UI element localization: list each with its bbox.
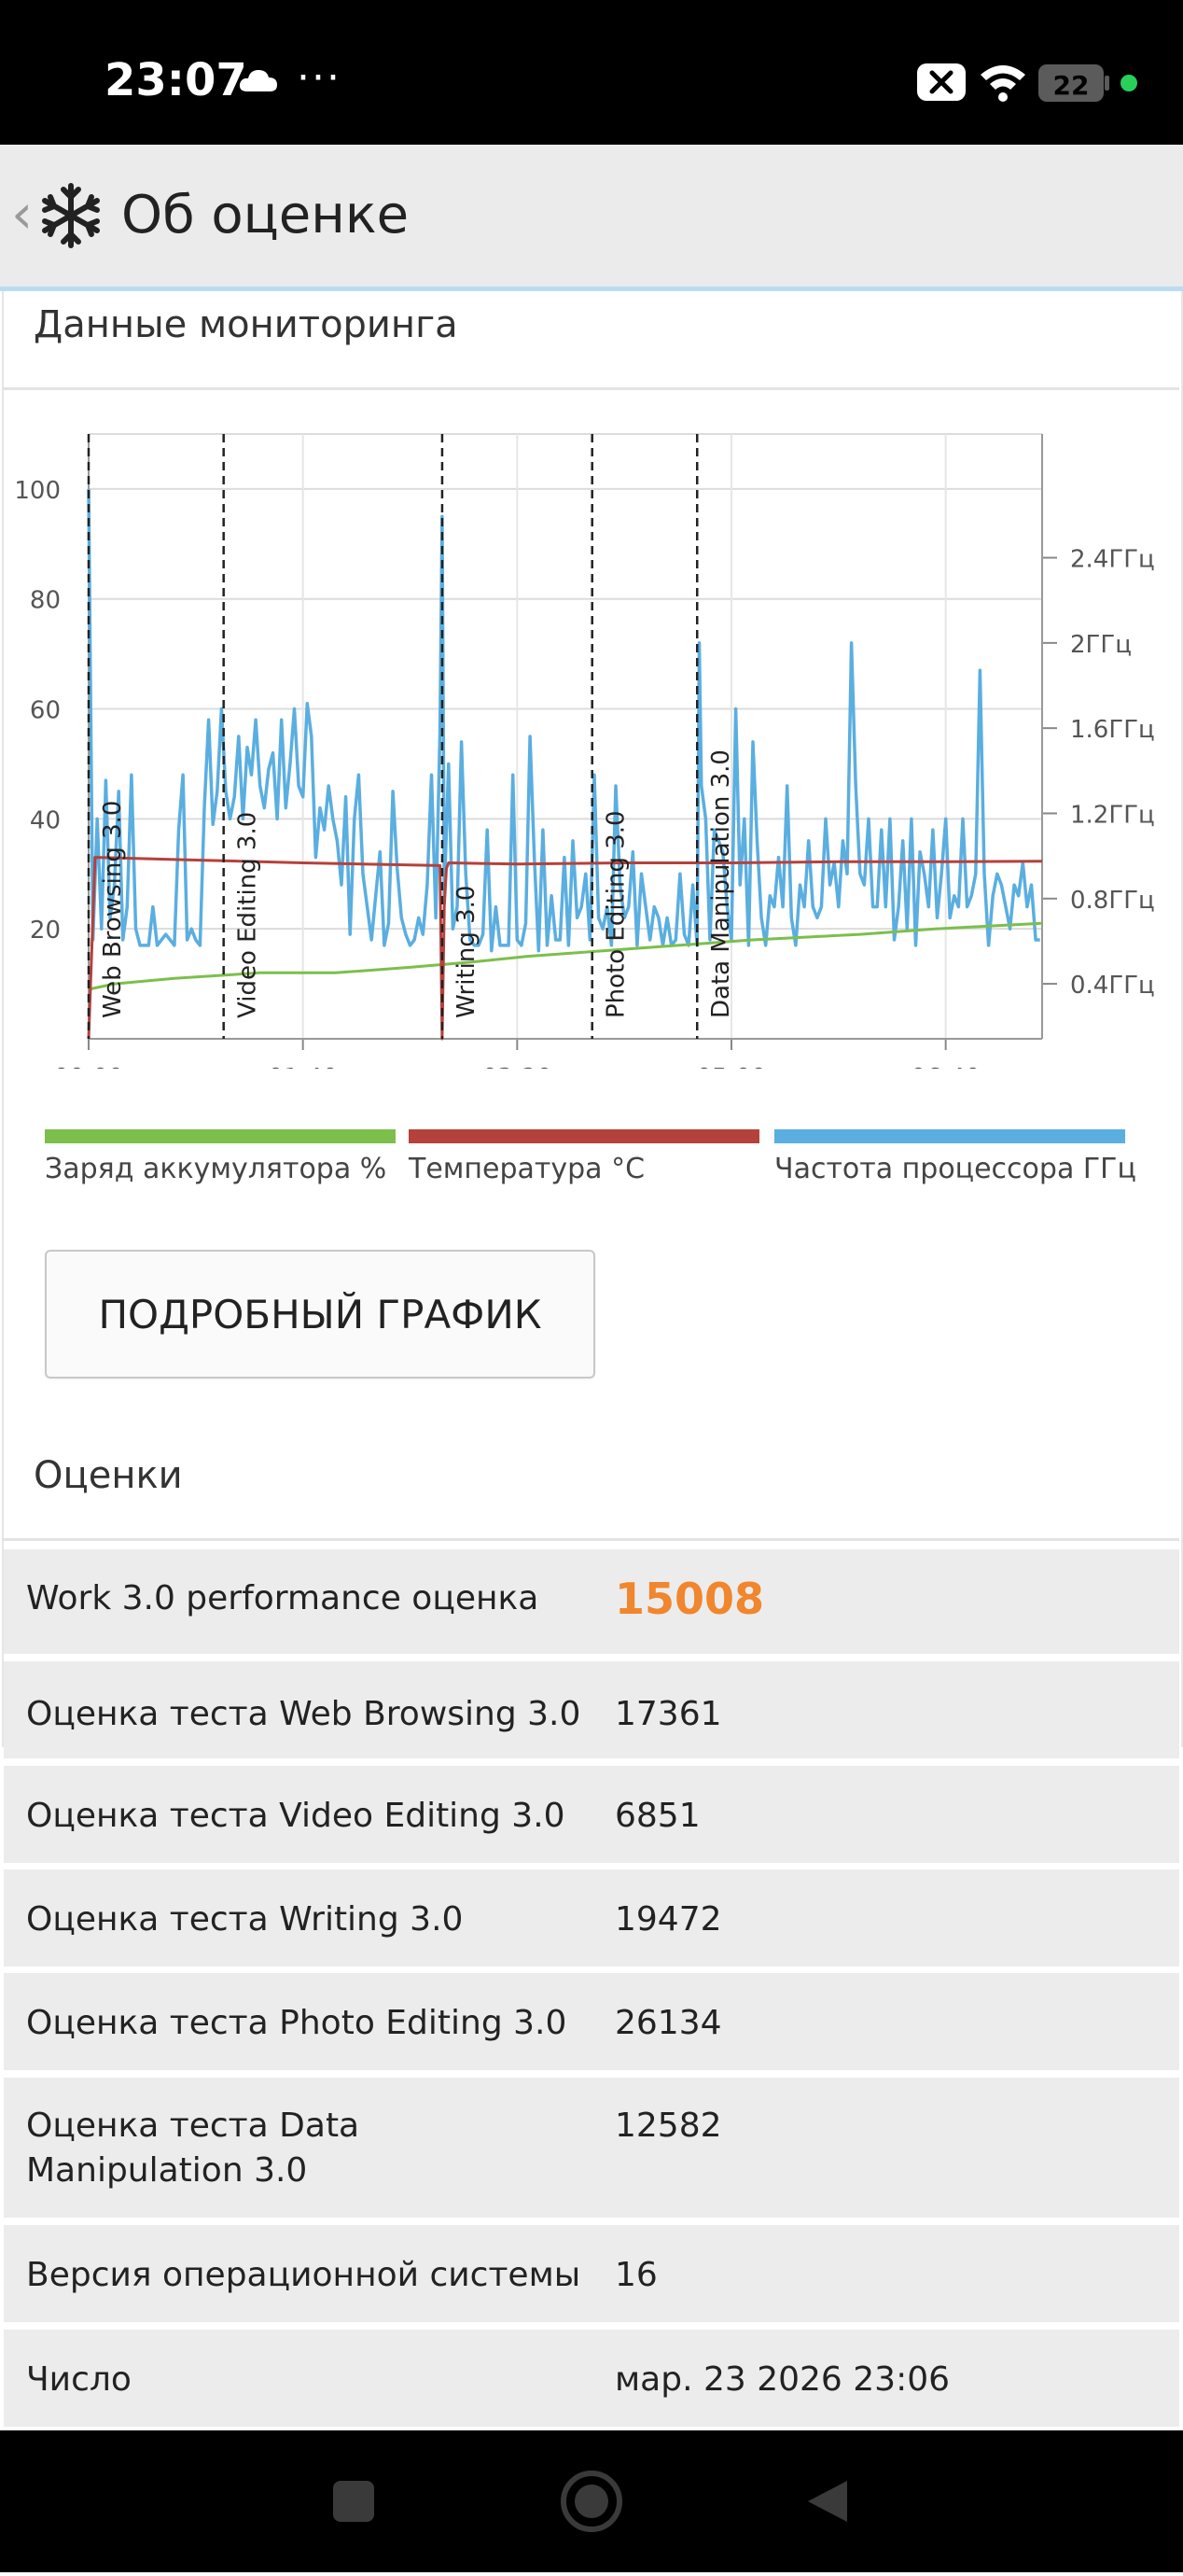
legend-item-temperature: Температура °C (409, 1129, 759, 1185)
score-label: Версия операционной системы (26, 2256, 581, 2294)
legend-label-temperature: Температура °C (409, 1153, 646, 1185)
legend-swatch-cpu (774, 1129, 1125, 1143)
legend-swatch-battery (45, 1129, 396, 1143)
monitoring-card (2, 291, 1183, 1747)
square-nav-icon (333, 2481, 374, 2522)
monitoring-heading: Данные мониторинга (34, 303, 458, 346)
phase-marker-label: Photo Editing 3.0 (603, 810, 631, 1018)
score-value-overall: 15008 (615, 1574, 765, 1624)
score-label: Work 3.0 performance оценка (26, 1579, 539, 1617)
score-row-os-version: Версия операционной системы 16 (4, 2225, 1179, 2322)
detail-chart-button[interactable]: ПОДРОБНЫЙ ГРАФИК (45, 1250, 595, 1379)
phase-marker-label: Writing 3.0 (452, 886, 480, 1018)
legend-item-battery: Заряд аккумулятора % (45, 1129, 396, 1185)
score-value: 16 (615, 2256, 658, 2294)
score-row-work: Work 3.0 performance оценка 15008 (4, 1549, 1179, 1654)
score-row-photo-editing: Оценка теста Photo Editing 3.0 26134 (4, 1973, 1179, 2070)
green-dot-icon (1120, 75, 1137, 91)
divider (2, 1538, 1179, 1541)
status-time: 23:07 (104, 54, 247, 106)
status-bar: 23:07 ··· 22 (0, 0, 1183, 145)
phase-marker-label: Data Manipulation 3.0 (707, 749, 735, 1018)
y-right-tick-label: 1.2ГГц (1070, 801, 1155, 829)
y-left-tick-label: 60 (30, 697, 61, 725)
score-value: 26134 (615, 2004, 722, 2042)
score-value: 19472 (615, 1900, 722, 1939)
score-value: 12582 (615, 2107, 722, 2145)
app-bar: ‹ Об оценке (0, 145, 1183, 291)
score-label: Оценка теста Writing 3.0 (26, 1900, 464, 1939)
phase-marker-label: Web Browsing 3.0 (99, 801, 127, 1018)
score-row-writing: Оценка теста Writing 3.0 19472 (4, 1869, 1179, 1967)
y-left-tick-label: 40 (30, 806, 61, 834)
y-left-tick-label: 80 (30, 587, 61, 615)
status-right-icons: 22 (917, 60, 1146, 106)
y-left-tick-label: 100 (14, 477, 61, 505)
monitoring-chart: 20 40 60 80 100 0.4ГГц 0.8ГГц 1.2ГГц 1.6ГГц 2ГГц 2… (14, 433, 1155, 1069)
y-right-tick-label: 1.6ГГц (1070, 716, 1155, 744)
back-triangle-nav-icon (808, 2481, 847, 2522)
legend-label-cpu: Частота процессора ГГц (774, 1153, 1136, 1185)
x-tick-label: 00:00 (54, 1064, 124, 1069)
x-tick-label: 05:00 (697, 1064, 767, 1069)
score-value: мар. 23 2026 23:06 (615, 2360, 951, 2399)
snowflake-icon (37, 182, 104, 253)
wifi-icon (981, 65, 1025, 102)
system-nav-bar (0, 2430, 1183, 2572)
battery-level: 22 (1053, 70, 1090, 101)
divider (2, 387, 1179, 390)
status-more-dots: ··· (297, 54, 341, 102)
x-tick-label: 06:40 (911, 1064, 981, 1069)
circle-nav-icon (561, 2471, 622, 2532)
y-right-tick-label: 2ГГц (1070, 631, 1132, 659)
series-line-1 (87, 856, 1043, 1041)
score-value: 6851 (615, 1797, 701, 1835)
score-label: Оценка теста Photo Editing 3.0 (26, 2004, 567, 2042)
chevron-left-icon[interactable]: ‹ (11, 182, 34, 245)
legend-swatch-temperature (409, 1129, 759, 1143)
score-row-web-browsing: Оценка теста Web Browsing 3.0 17361 (4, 1661, 1179, 1758)
score-label: Число (26, 2360, 132, 2399)
score-label: Оценка теста Video Editing 3.0 (26, 1797, 565, 1835)
score-row-video-editing: Оценка теста Video Editing 3.0 6851 (4, 1766, 1179, 1863)
x-tick-label: 03:20 (482, 1064, 552, 1069)
page-title: Об оценке (121, 185, 410, 245)
y-right-tick-label: 0.8ГГц (1070, 887, 1155, 915)
series-line-0 (88, 921, 1043, 991)
score-row-date: Число мар. 23 2026 23:06 (4, 2330, 1179, 2427)
y-right-tick-label: 2.4ГГц (1070, 546, 1155, 574)
x-tick-label: 01:40 (268, 1064, 338, 1069)
legend-label-battery: Заряд аккумулятора % (45, 1153, 387, 1185)
y-left-tick-label: 20 (30, 917, 61, 945)
battery-icon: 22 (1038, 64, 1109, 102)
y-right-tick-label: 0.4ГГц (1070, 972, 1155, 1000)
score-label: Оценка теста Data Manipulation 3.0 (26, 2107, 360, 2190)
scores-heading: Оценки (34, 1454, 183, 1497)
legend-item-cpu: Частота процессора ГГц (774, 1129, 1136, 1185)
notification-x-icon (917, 63, 966, 101)
cloud-icon (238, 67, 279, 97)
score-row-data-manipulation: Оценка теста Data Manipulation 3.0 12582 (4, 2078, 1179, 2218)
phase-marker-label: Video Editing 3.0 (234, 812, 262, 1018)
series-line-2 (87, 488, 1040, 953)
score-value: 17361 (615, 1695, 722, 1733)
score-label: Оценка теста Web Browsing 3.0 (26, 1695, 581, 1733)
